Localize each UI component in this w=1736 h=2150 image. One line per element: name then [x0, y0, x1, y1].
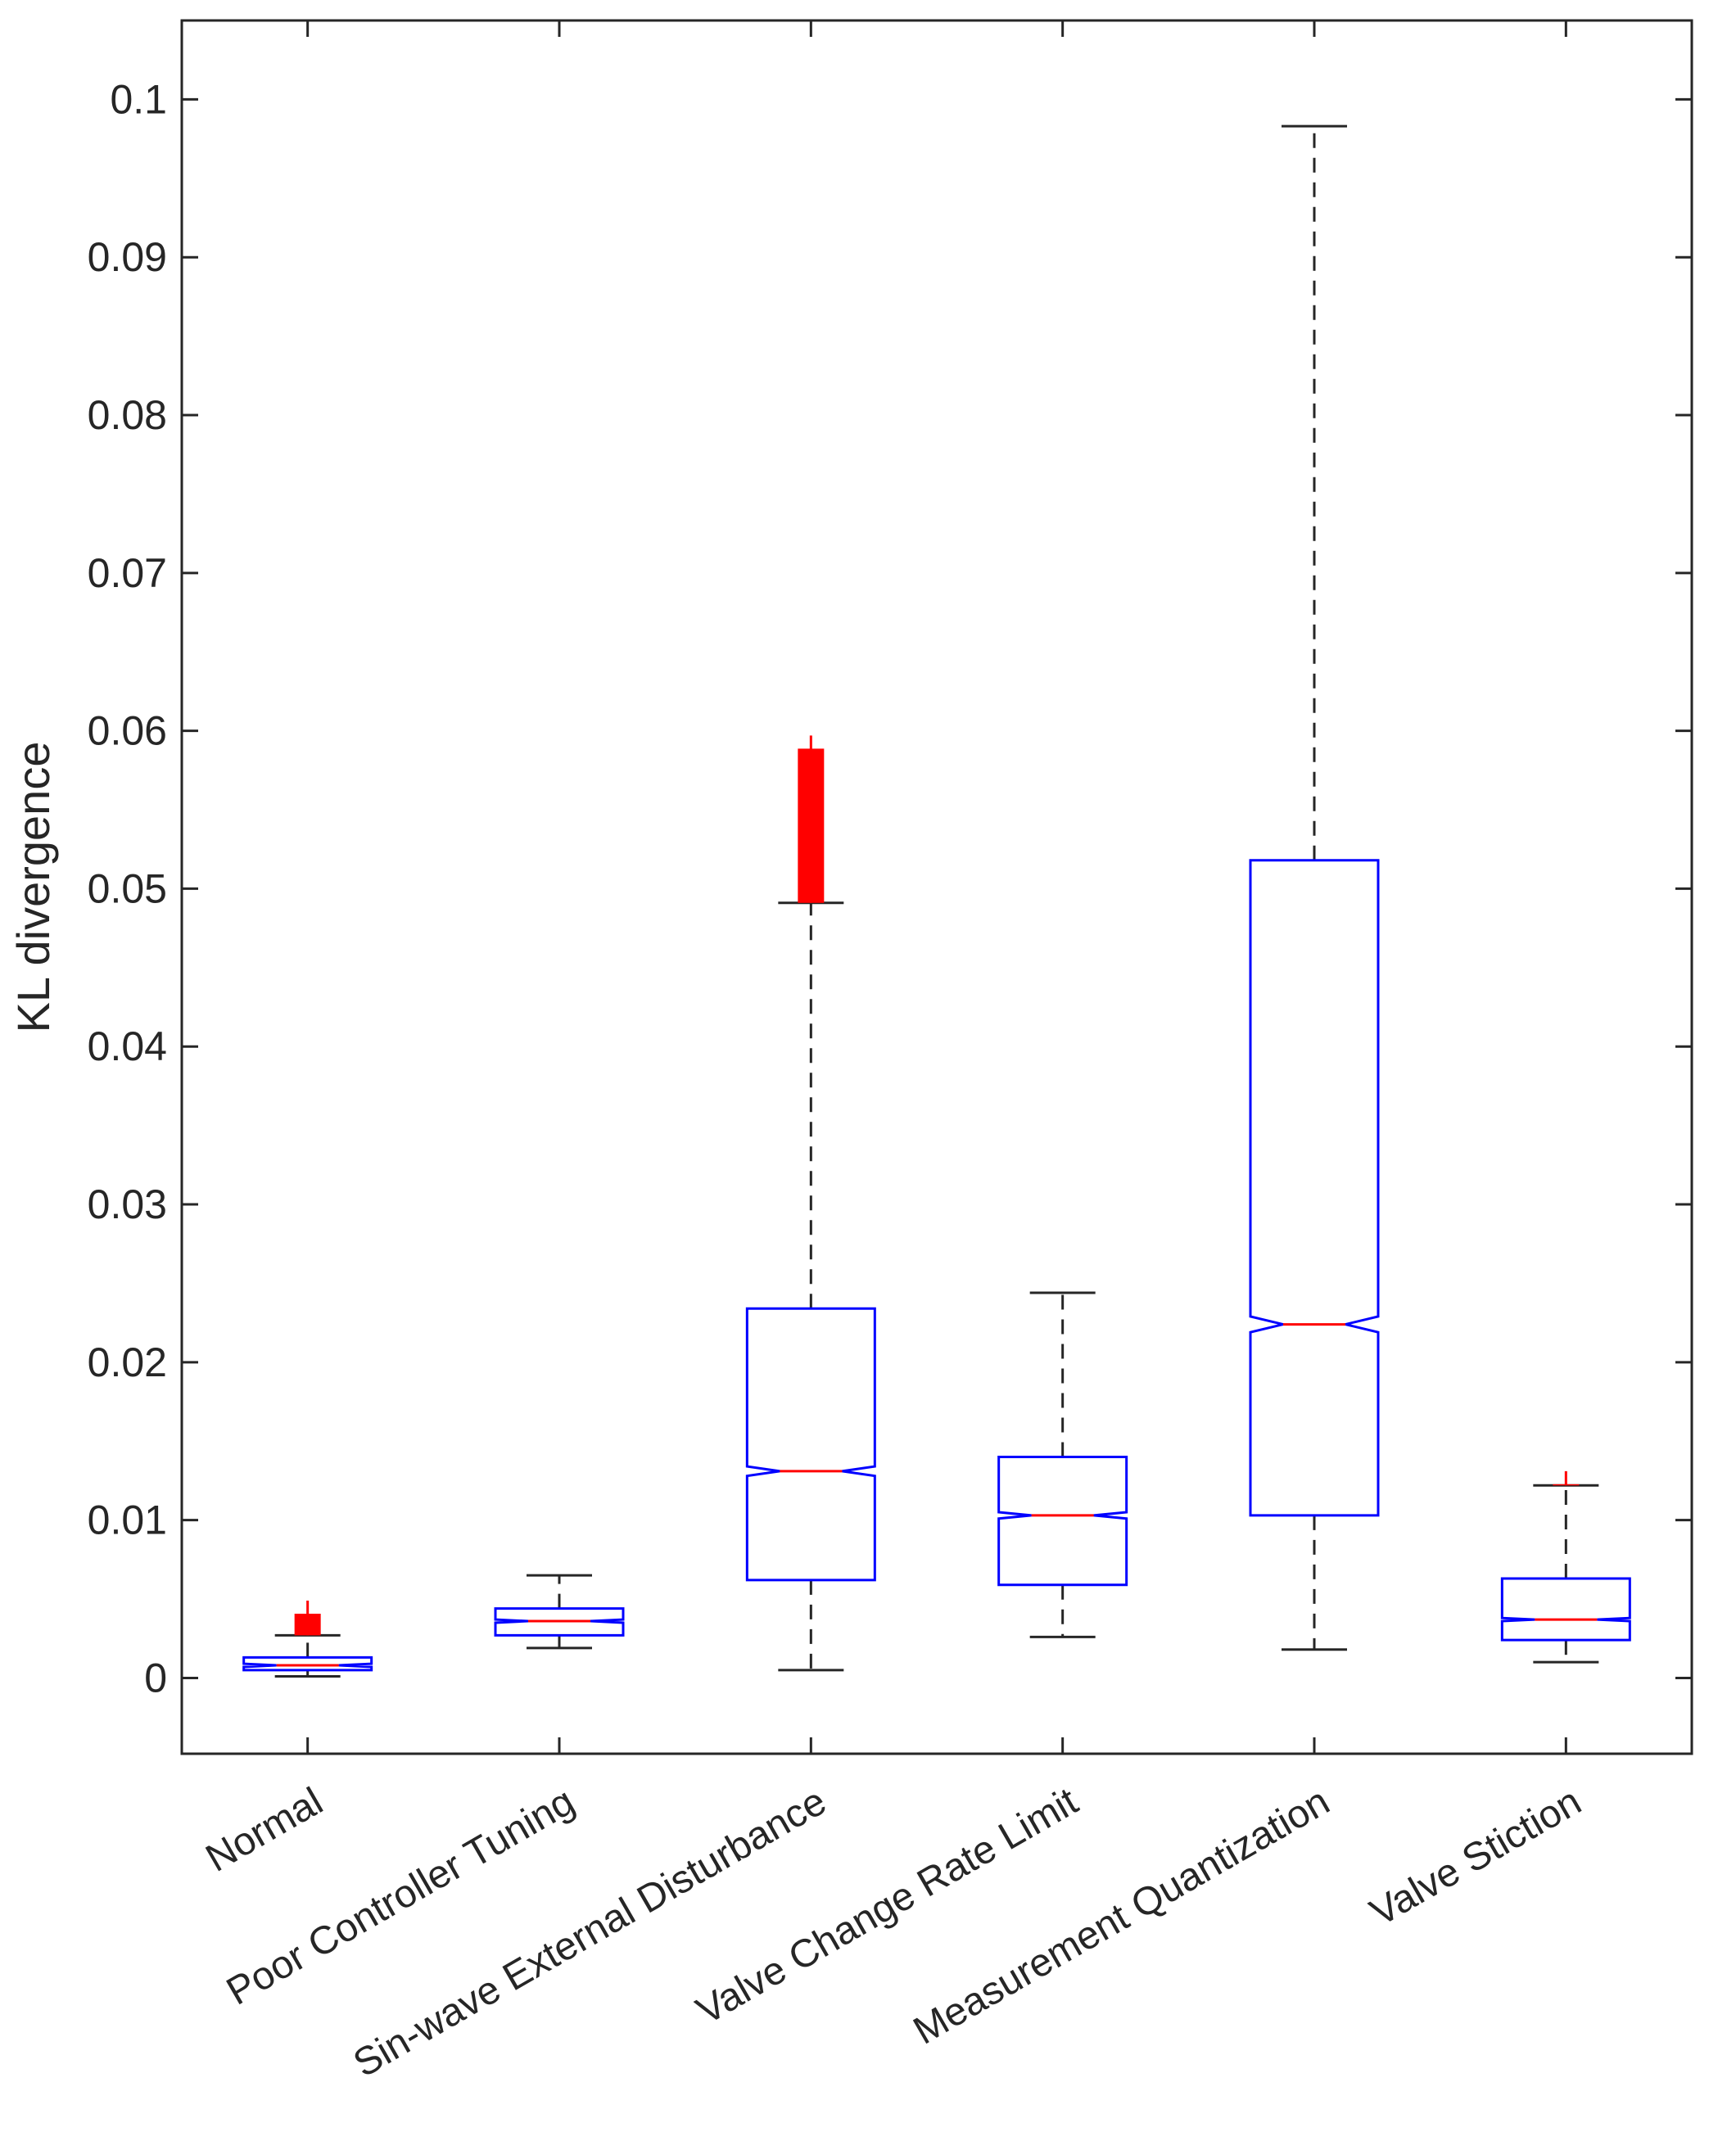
y-tick-label: 0.05: [88, 865, 167, 911]
x-tick-label: Normal: [199, 1780, 330, 1881]
y-tick-label: 0.06: [88, 708, 167, 754]
y-tick-label: 0.01: [88, 1497, 167, 1543]
box: [745, 1307, 876, 1582]
boxes-layer: [242, 124, 1631, 1678]
box-group: [494, 1574, 625, 1650]
box: [997, 1456, 1128, 1587]
box: [1249, 859, 1380, 1517]
y-tick-label: 0.02: [88, 1339, 167, 1385]
y-axis-label: KL divergence: [7, 742, 59, 1033]
box: [242, 1655, 373, 1672]
box-group: [1249, 124, 1380, 1651]
box-group: [997, 1291, 1128, 1638]
plot-area: [180, 19, 1693, 1755]
y-tick-label: 0: [144, 1655, 167, 1701]
box-group: [745, 735, 876, 1672]
x-tick-label: Sin-wave External Disturbance: [346, 1780, 834, 2086]
x-tick-label: Measurement Quantization: [906, 1780, 1337, 2053]
box: [494, 1607, 625, 1637]
y-tick-label: 0.09: [88, 234, 167, 280]
y-tick-label: 0.08: [88, 392, 167, 438]
x-tick-label: Valve Stiction: [1363, 1780, 1589, 1935]
y-tick-label: 0.03: [88, 1181, 167, 1227]
y-tick-label: 0.07: [88, 550, 167, 596]
y-axis: 0 0.01 0.02 0.03 0.04 0.05 0.06 0.07 0.08 0.09 0.1: [88, 76, 1692, 1701]
box-group: [1500, 1470, 1631, 1664]
box-group: [242, 1600, 373, 1678]
y-tick-label: 0.04: [88, 1023, 167, 1069]
box: [1500, 1577, 1631, 1642]
y-tick-label: 0.1: [110, 76, 167, 122]
